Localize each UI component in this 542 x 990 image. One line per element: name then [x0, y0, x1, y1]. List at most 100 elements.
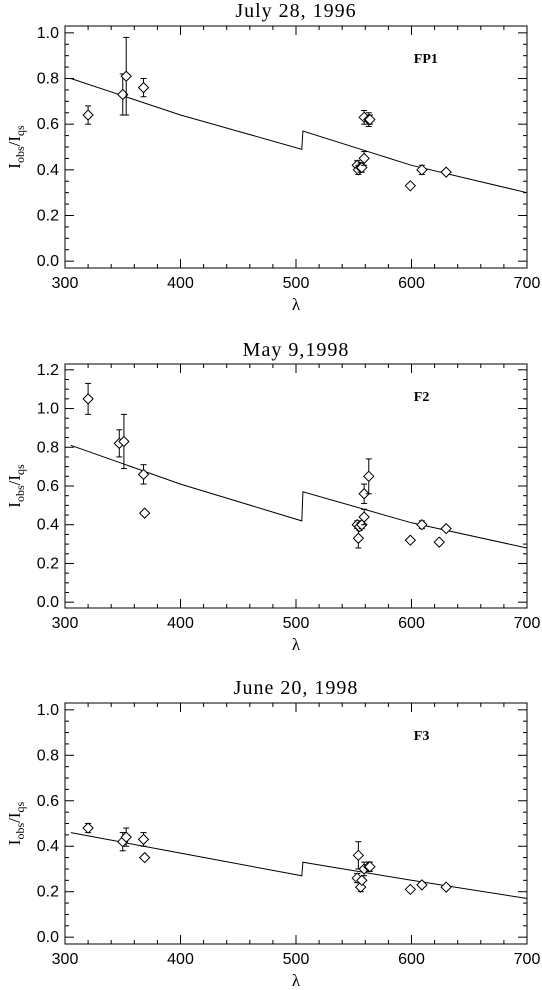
model-curve: [70, 832, 528, 899]
y-tick-label: 0.2: [37, 884, 59, 901]
y-label-sub-qs: qs: [13, 801, 27, 812]
x-tick-label: 600: [398, 275, 425, 292]
panel-tag: FP1: [414, 52, 438, 67]
data-point: [416, 519, 428, 531]
data-point: [352, 849, 365, 862]
plot-frame: [64, 25, 528, 269]
chart-panel-3: June 20, 1998 F3 λ Iobs/Iqs 300 400 500 600…: [0, 660, 542, 990]
y-label-main: I: [5, 839, 24, 845]
y-label-sub-obs: obs: [13, 823, 27, 840]
y-label-sub-qs: qs: [13, 464, 27, 475]
data-point: [356, 874, 368, 887]
y-tick-label: 0.8: [37, 747, 59, 764]
y-label-slash: /I: [5, 475, 24, 486]
x-tick-label: 300: [52, 615, 79, 632]
y-tick-label: 1.0: [37, 25, 59, 42]
x-tick-label: 500: [283, 951, 310, 968]
x-tick-label: 600: [398, 951, 425, 968]
y-tick-label: 1.0: [37, 702, 59, 719]
y-tick-label: 0.0: [37, 594, 59, 611]
chart-panel-1: July 28, 1996 FP1 λ Iobs/Iqs 300 400 500 60…: [0, 0, 542, 330]
x-tick-label: 700: [514, 951, 541, 968]
y-tick-label: 0.4: [37, 517, 59, 534]
data-point: [82, 109, 94, 121]
x-tick-label: 500: [283, 615, 310, 632]
data-point: [120, 70, 132, 82]
x-tick-label: 700: [514, 615, 541, 632]
data-point: [440, 881, 452, 893]
y-tick-label: 0.6: [37, 116, 59, 133]
y-label-main: I: [5, 163, 24, 169]
x-tick-label: 300: [52, 951, 79, 968]
chart-panel-2: May 9,1998 F2 λ Iobs/Iqs 300 400 500 600 700…: [0, 330, 542, 660]
data-point: [358, 488, 370, 500]
x-tick-label: 500: [283, 275, 310, 292]
plot-frame: [64, 363, 528, 609]
y-label-slash: /I: [5, 136, 24, 147]
x-tick-label: 400: [167, 615, 194, 632]
chart-svg-3: June 20, 1998 F3 λ Iobs/Iqs 300 400 500 600…: [5, 677, 541, 990]
y-tick-label: 0.6: [37, 793, 59, 810]
data-point: [440, 166, 452, 178]
x-tick-label: 300: [52, 275, 79, 292]
data-point: [364, 860, 376, 873]
y-label-slash: /I: [5, 812, 24, 823]
chart-title: May 9,1998: [243, 339, 350, 361]
x-axis-label: λ: [292, 635, 301, 654]
data-point: [416, 164, 428, 176]
data-point: [404, 534, 417, 546]
data-point: [352, 532, 365, 544]
y-tick-label: 1.2: [37, 362, 59, 379]
plot-frame: [64, 702, 528, 945]
chart-svg-2: May 9,1998 F2 λ Iobs/Iqs 300 400 500 600 700…: [5, 339, 541, 654]
y-tick-label: 0.4: [37, 162, 59, 179]
model-curve: [70, 78, 528, 194]
model-curve: [70, 444, 528, 549]
y-label-main: I: [5, 502, 24, 508]
x-tick-label: 400: [167, 951, 194, 968]
y-label-sub-obs: obs: [13, 485, 27, 502]
y-tick-label: 0.0: [37, 253, 59, 270]
data-point: [120, 831, 132, 843]
data-point: [440, 522, 452, 535]
y-tick-label: 0.2: [37, 207, 59, 224]
data-point: [137, 81, 150, 94]
y-axis-label: Iobs/Iqs: [5, 801, 27, 845]
y-tick-label: 0.4: [37, 838, 59, 855]
data-point: [137, 468, 150, 481]
chart-svg-1: July 28, 1996 FP1 λ Iobs/Iqs 300 400 500 60…: [5, 0, 541, 314]
y-tick-label: 0.8: [37, 439, 59, 456]
panel-tag: F3: [414, 729, 430, 744]
x-axis-label: λ: [292, 971, 301, 990]
data-point: [404, 883, 417, 896]
data-point: [138, 507, 151, 519]
data-point: [363, 470, 375, 483]
chart-title: July 28, 1996: [235, 0, 356, 22]
y-tick-label: 0.6: [37, 478, 59, 495]
data-point: [364, 113, 376, 126]
y-tick-label: 0.8: [37, 71, 59, 88]
y-axis-label: Iobs/Iqs: [5, 125, 27, 169]
chart-title: June 20, 1998: [234, 677, 359, 699]
data-point: [358, 511, 370, 523]
y-tick-label: 1.0: [37, 401, 59, 418]
x-axis-label: λ: [292, 295, 301, 314]
y-tick-label: 0.2: [37, 555, 59, 572]
data-point: [82, 822, 94, 834]
data-point: [118, 435, 130, 448]
y-axis-label: Iobs/Iqs: [5, 464, 27, 508]
data-point: [358, 152, 370, 165]
panel-tag: F2: [414, 390, 430, 405]
y-label-sub-qs: qs: [13, 125, 27, 136]
x-tick-label: 700: [514, 275, 541, 292]
data-point: [404, 180, 417, 192]
data-point: [433, 536, 445, 548]
x-tick-label: 400: [167, 275, 194, 292]
data-point: [137, 833, 150, 846]
y-tick-label: 0.0: [37, 929, 59, 946]
data-point: [82, 393, 94, 405]
data-point: [416, 879, 428, 891]
data-point: [138, 851, 151, 864]
x-tick-label: 600: [398, 615, 425, 632]
y-label-sub-obs: obs: [13, 146, 27, 163]
